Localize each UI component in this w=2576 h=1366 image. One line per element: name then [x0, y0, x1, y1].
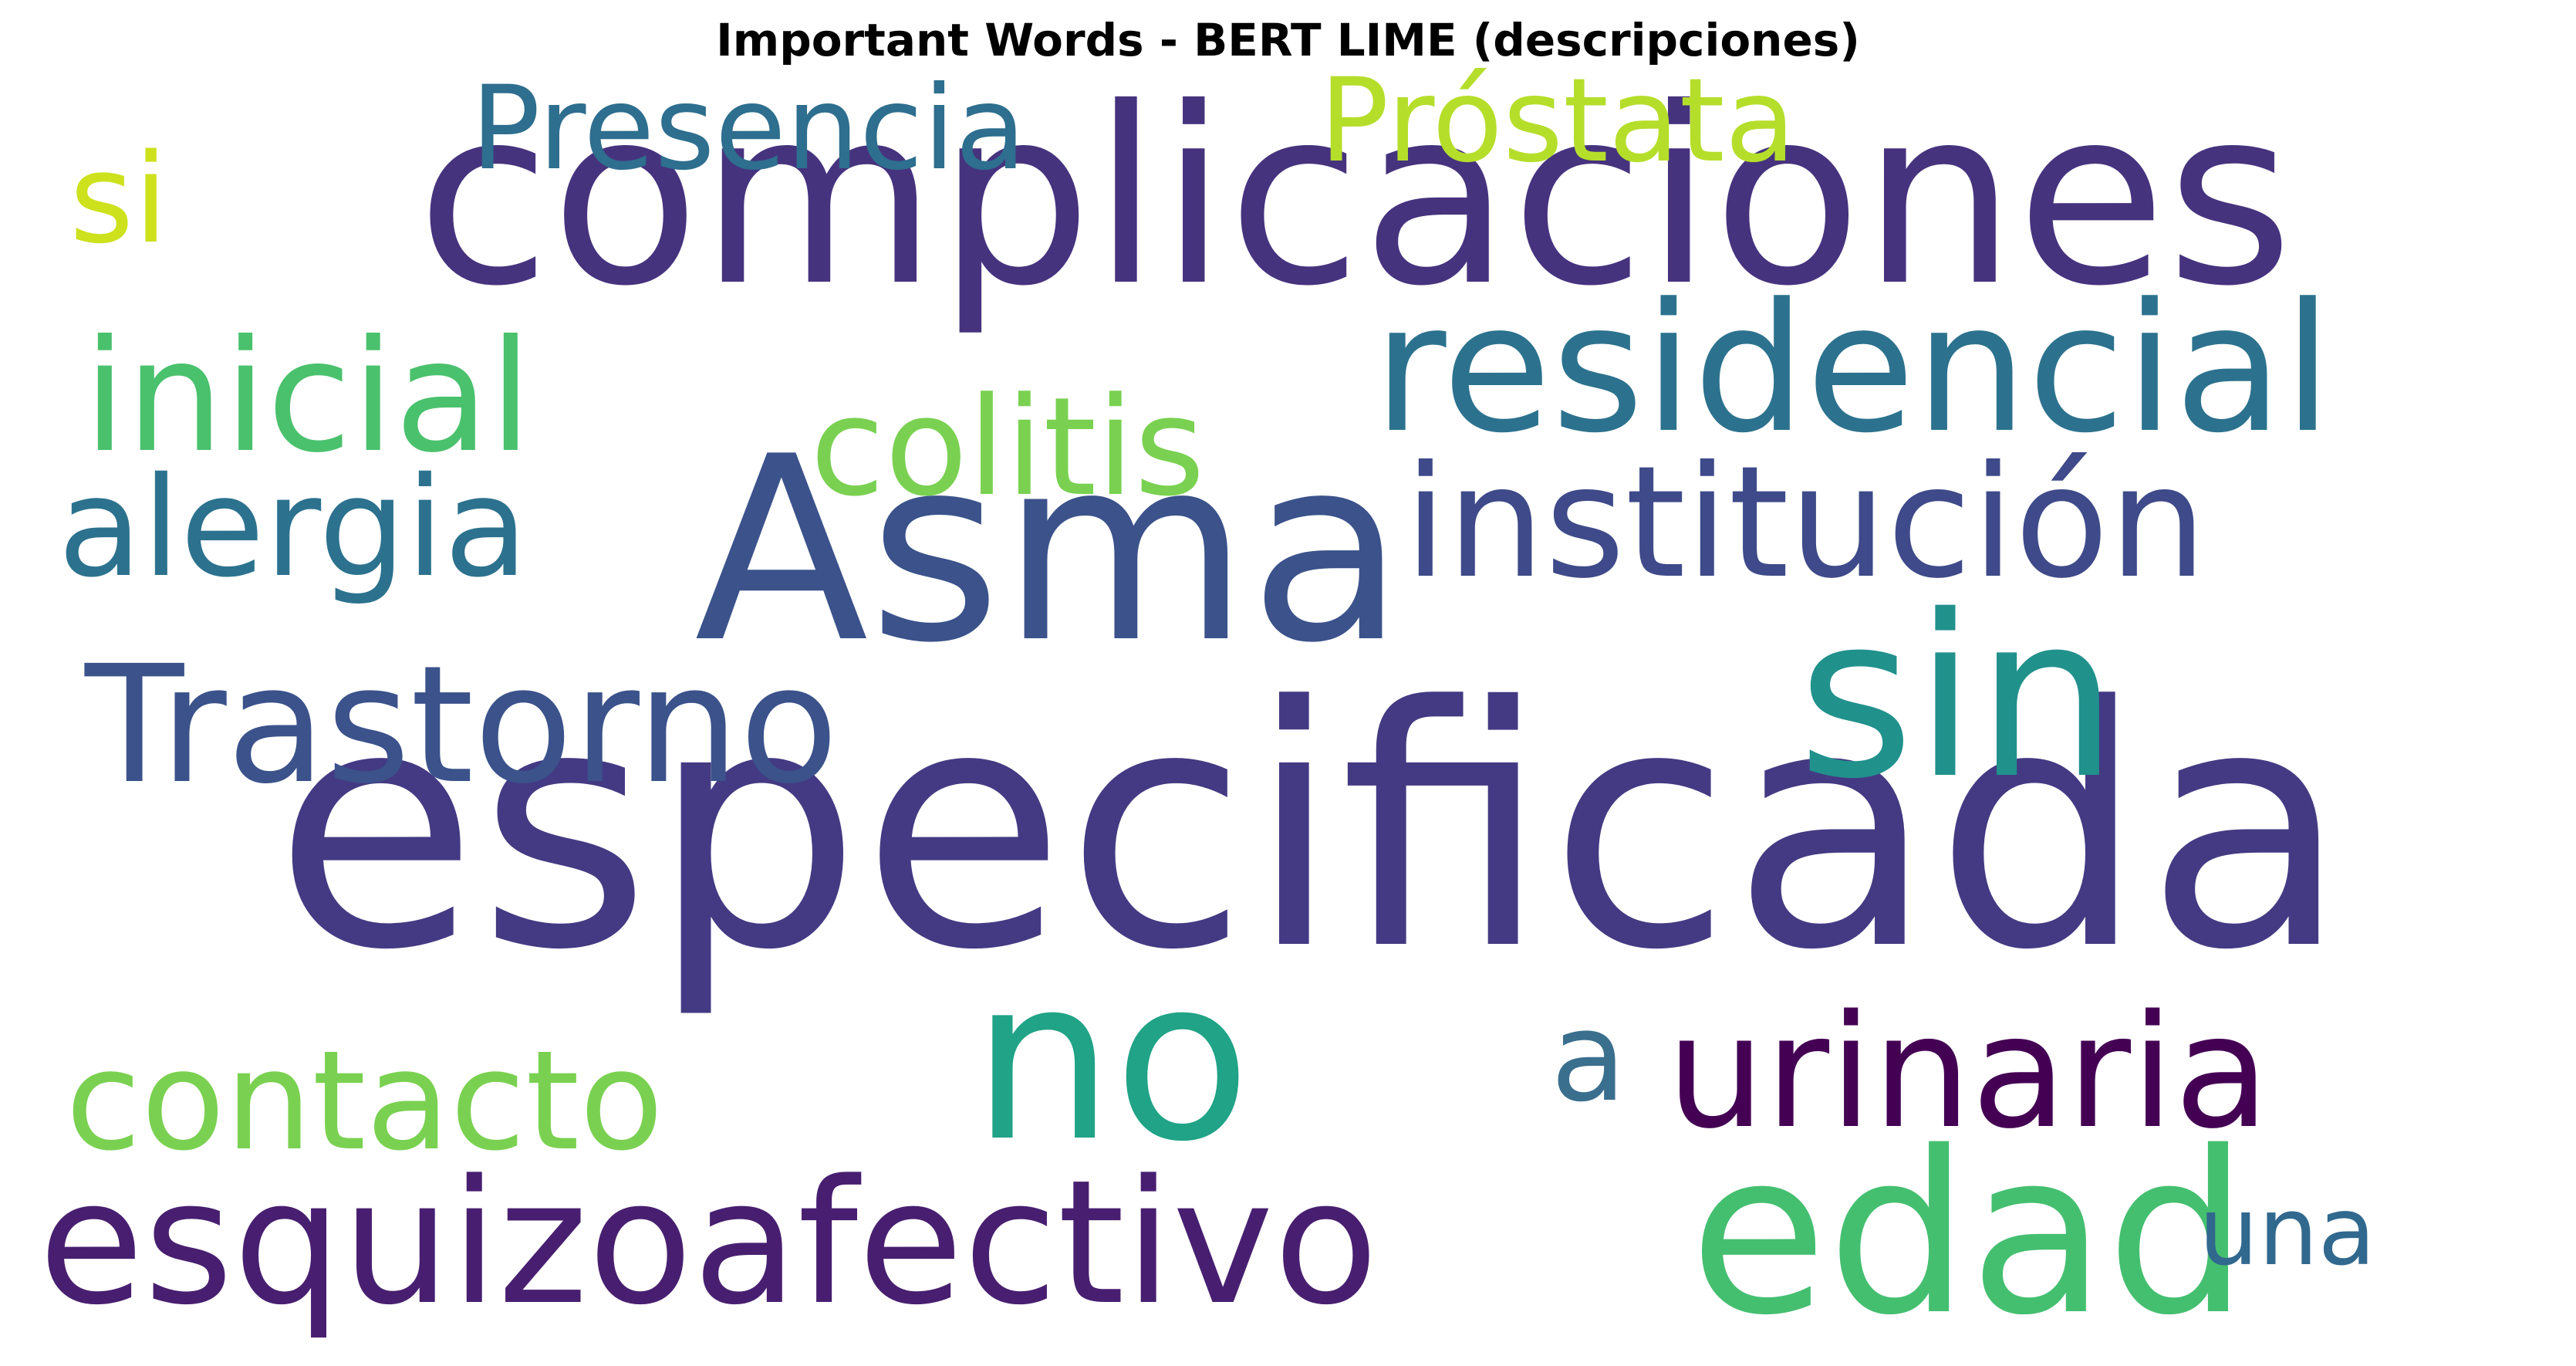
word-complicaciones: complicaciones [417, 56, 2294, 340]
word-a: a [1551, 985, 1627, 1129]
word-urinaria: urinaria [1666, 981, 2270, 1163]
word-prostata: Próstata [1319, 54, 1796, 188]
word-asma: Asma [694, 402, 1406, 698]
word-inicial: inicial [83, 307, 532, 487]
chart-title: Important Words - BERT LIME (descripcion… [716, 14, 1860, 66]
word-edad: edad [1690, 1104, 2249, 1364]
word-residencial: residencial [1373, 266, 2333, 472]
word-especificada: especificada [274, 637, 2349, 1023]
word-sin: sin [1798, 568, 2119, 828]
word-trastorno: Trastorno [85, 631, 839, 820]
word-institucion: institución [1404, 433, 2207, 613]
word-contacto: contacto [66, 1021, 664, 1181]
word-alergia: alergia [58, 448, 528, 607]
word-presencia: Presencia [471, 62, 1027, 196]
word-colitis: colitis [810, 368, 1205, 526]
word-si: si [69, 127, 168, 271]
word-esquizoafectivo: esquizoafectivo [39, 1144, 1379, 1343]
word-una: una [2199, 1177, 2376, 1287]
word-no: no [972, 931, 1251, 1191]
